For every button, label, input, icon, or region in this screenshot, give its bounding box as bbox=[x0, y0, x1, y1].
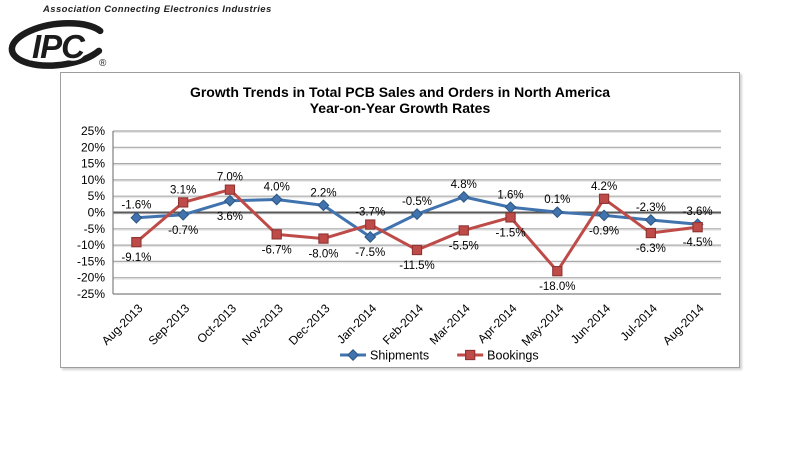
y-axis-label: 15% bbox=[81, 157, 105, 171]
chart-title: Growth Trends in Total PCB Sales and Ord… bbox=[61, 84, 739, 116]
x-axis-label: Jun-2014 bbox=[568, 301, 614, 347]
shipments-marker bbox=[270, 193, 283, 206]
legend-label-bookings: Bookings bbox=[487, 349, 538, 363]
bookings-marker bbox=[645, 227, 656, 239]
x-axis-label: Sep-2013 bbox=[146, 301, 193, 348]
chart-container: Growth Trends in Total PCB Sales and Ord… bbox=[60, 72, 740, 368]
data-label: -8.0% bbox=[308, 249, 338, 261]
data-label: -3.7% bbox=[355, 207, 385, 219]
bookings-marker bbox=[365, 219, 376, 230]
data-label: -7.5% bbox=[355, 247, 385, 259]
data-label: -0.7% bbox=[168, 225, 198, 237]
line-chart: 25%20%15%10%5%0%-5%-10%-15%-20%-25%Aug-2… bbox=[77, 124, 721, 363]
x-axis-label: Nov-2013 bbox=[239, 301, 286, 348]
data-label: 3.1% bbox=[170, 184, 196, 196]
shipments-marker bbox=[223, 194, 236, 207]
shipments-marker bbox=[551, 206, 564, 219]
data-label: -1.5% bbox=[496, 227, 526, 239]
data-label: -5.5% bbox=[449, 240, 479, 252]
y-axis-label: -5% bbox=[84, 222, 106, 236]
bookings-marker bbox=[271, 229, 282, 240]
bookings-marker bbox=[692, 222, 703, 233]
x-axis-label: May-2014 bbox=[519, 301, 567, 349]
data-label: -1.6% bbox=[121, 200, 151, 212]
legend-label-shipments: Shipments bbox=[370, 349, 429, 363]
chart-title-line2: Year-on-Year Growth Rates bbox=[309, 100, 491, 116]
data-label: -6.3% bbox=[636, 243, 666, 255]
data-label: -0.5% bbox=[402, 196, 432, 208]
x-axis-label: Feb-2014 bbox=[380, 301, 426, 347]
y-axis-label: -10% bbox=[77, 238, 105, 252]
y-axis-label: 10% bbox=[81, 173, 105, 187]
data-label: -6.7% bbox=[262, 244, 292, 256]
shipments-marker bbox=[317, 199, 330, 212]
bookings-marker bbox=[411, 244, 423, 256]
bookings-marker bbox=[318, 233, 329, 244]
data-label: 3.6% bbox=[217, 211, 243, 223]
ipc-logo: IPC ® bbox=[8, 20, 107, 69]
data-label: 2.2% bbox=[310, 187, 336, 199]
y-axis-label: -25% bbox=[77, 287, 105, 301]
x-axis-label: Jan-2014 bbox=[334, 301, 380, 347]
brand-header: Association Connecting Electronics Indus… bbox=[0, 0, 271, 70]
shipments-marker bbox=[177, 208, 190, 221]
y-axis-label: 20% bbox=[81, 140, 105, 154]
ipc-registered-mark: ® bbox=[99, 58, 107, 69]
data-label: -0.9% bbox=[589, 225, 619, 237]
x-axis-label: Apr-2014 bbox=[475, 301, 520, 346]
data-label: 7.0% bbox=[217, 172, 243, 184]
data-label: 0.1% bbox=[544, 194, 570, 206]
bookings-marker bbox=[131, 237, 142, 248]
bookings-marker bbox=[505, 212, 516, 223]
data-label: 4.2% bbox=[591, 181, 617, 193]
data-label: -18.0% bbox=[539, 281, 575, 293]
shipments-marker bbox=[411, 208, 423, 221]
x-axis-label: Oct-2013 bbox=[194, 301, 239, 346]
y-axis-label: 25% bbox=[81, 124, 105, 138]
shipments-marker bbox=[457, 190, 470, 203]
data-label: 4.8% bbox=[451, 179, 477, 191]
data-label: -9.1% bbox=[121, 252, 151, 264]
data-label: 4.0% bbox=[264, 181, 290, 193]
x-axis-label: Dec-2013 bbox=[286, 301, 333, 348]
data-label: -4.5% bbox=[683, 237, 713, 249]
chart-title-line1: Growth Trends in Total PCB Sales and Ord… bbox=[189, 84, 611, 100]
ipc-logo-text: IPC bbox=[32, 28, 86, 65]
bookings-marker bbox=[598, 193, 610, 204]
data-label: -3.6% bbox=[683, 206, 713, 218]
shipments-marker bbox=[364, 230, 377, 243]
shipments-marker bbox=[598, 209, 611, 222]
legend-diamond-marker bbox=[347, 349, 360, 361]
shipments-marker bbox=[644, 214, 657, 226]
x-axis-label: Mar-2014 bbox=[427, 301, 473, 347]
data-label: 1.6% bbox=[497, 189, 523, 201]
bookings-marker bbox=[458, 225, 469, 236]
bookings-marker bbox=[224, 184, 236, 195]
legend-square-marker bbox=[465, 349, 476, 361]
shipments-marker bbox=[130, 211, 143, 224]
association-tagline: Association Connecting Electronics Indus… bbox=[43, 4, 272, 15]
data-label: -11.5% bbox=[399, 260, 435, 272]
data-label: -2.3% bbox=[636, 202, 666, 214]
y-axis-label: -20% bbox=[77, 271, 105, 285]
y-axis-label: -15% bbox=[77, 254, 105, 268]
bookings-marker bbox=[552, 266, 563, 277]
y-axis-label: 0% bbox=[88, 206, 106, 220]
x-axis-label: Jul-2014 bbox=[618, 301, 661, 344]
x-axis-label: Aug-2013 bbox=[99, 301, 146, 348]
y-axis-label: 5% bbox=[88, 189, 106, 203]
ipc-swoosh-icon bbox=[8, 20, 104, 69]
bookings-marker bbox=[178, 197, 189, 208]
x-axis-label: Aug-2014 bbox=[660, 301, 707, 348]
shipments-marker bbox=[504, 201, 517, 214]
